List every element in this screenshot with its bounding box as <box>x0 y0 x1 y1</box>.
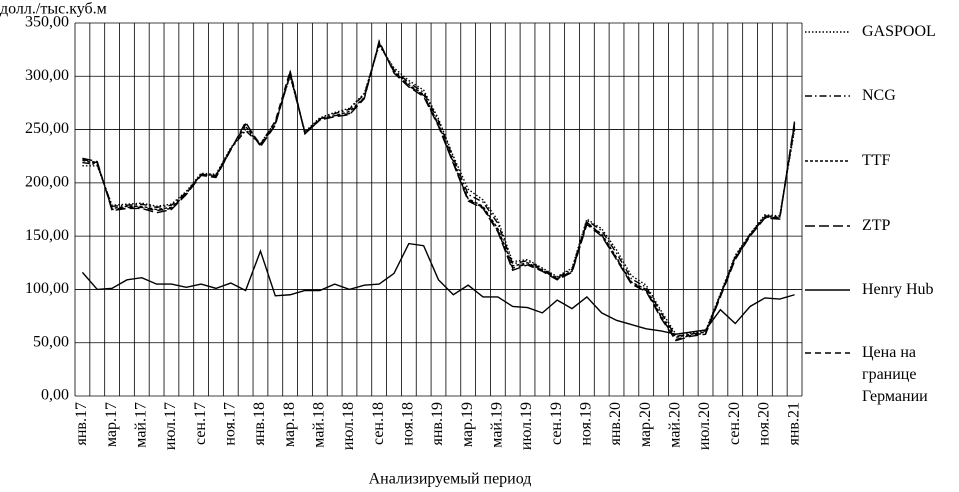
x-tick-label: янв.20 <box>607 402 624 445</box>
x-tick-label: сен.17 <box>192 402 209 445</box>
series-line <box>82 41 796 339</box>
x-tick-label: мар.17 <box>103 402 120 447</box>
legend-label: Henry Hub <box>862 281 934 298</box>
x-tick-label: июл.19 <box>518 402 535 450</box>
x-tick-label: май.19 <box>489 402 506 448</box>
y-tick-label: 50,00 <box>33 333 69 350</box>
y-tick-label: 200,00 <box>25 174 69 191</box>
legend-label: NCG <box>862 87 896 104</box>
legend-label: TTF <box>862 152 891 169</box>
x-tick-label: янв.17 <box>73 402 90 445</box>
y-tick-label: 150,00 <box>25 227 69 244</box>
y-tick-label: 350,00 <box>25 14 69 31</box>
x-tick-label: янв.21 <box>785 402 802 445</box>
x-tick-label: мар.19 <box>459 402 476 447</box>
y-tick-label: 250,00 <box>25 120 69 137</box>
series-line <box>82 39 796 342</box>
x-axis-label: Анализируемый период <box>369 471 532 488</box>
y-tick-label: 100,00 <box>25 280 69 297</box>
series-line <box>81 242 795 335</box>
x-tick-label: июл.18 <box>340 402 357 450</box>
series-line <box>82 40 796 341</box>
legend-label: GASPOOL <box>862 23 936 40</box>
legend-label: Цена на границе Германии <box>862 344 928 405</box>
x-tick-label: май.20 <box>667 402 684 448</box>
x-tick-label: сен.19 <box>548 402 565 445</box>
y-tick-label: 300,00 <box>25 67 69 84</box>
x-tick-label: янв.18 <box>251 402 268 445</box>
x-tick-label: сен.20 <box>726 402 743 445</box>
x-tick-label: май.17 <box>132 402 149 448</box>
x-tick-label: ноя.18 <box>399 402 416 446</box>
y-axis-label: долл./тыс.куб.м <box>0 1 107 18</box>
x-tick-label: сен.18 <box>370 402 387 445</box>
x-tick-label: май.18 <box>310 402 327 448</box>
x-tick-label: ноя.17 <box>221 402 238 446</box>
x-tick-label: июл.20 <box>696 402 713 450</box>
x-tick-label: мар.20 <box>637 402 654 447</box>
x-tick-label: янв.19 <box>429 402 446 445</box>
x-tick-label: июл.17 <box>162 402 179 450</box>
x-tick-label: ноя.20 <box>756 402 773 446</box>
legend-label: ZTP <box>862 217 891 234</box>
y-tick-label: 0,00 <box>41 387 69 404</box>
x-tick-label: ноя.19 <box>578 402 595 446</box>
x-tick-label: мар.18 <box>281 402 298 447</box>
